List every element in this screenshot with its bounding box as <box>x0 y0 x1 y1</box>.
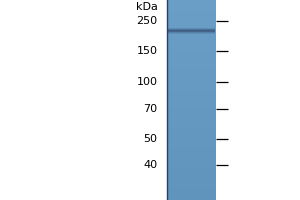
Bar <box>167 40 216 43</box>
Bar <box>167 182 216 185</box>
Bar <box>167 95 216 98</box>
Bar <box>167 125 216 128</box>
Bar <box>167 110 216 112</box>
Bar <box>167 17 216 20</box>
Bar <box>167 160 216 162</box>
Bar <box>167 132 216 135</box>
Bar <box>167 52 216 55</box>
Bar <box>167 20 216 22</box>
Bar <box>167 102 216 105</box>
Bar <box>167 187 216 190</box>
Bar <box>167 147 216 150</box>
Bar <box>167 22 216 25</box>
Bar <box>167 90 216 92</box>
Bar <box>167 70 216 73</box>
Bar <box>167 82 216 85</box>
Bar <box>167 60 216 62</box>
Text: 40: 40 <box>143 160 158 170</box>
Bar <box>167 57 216 60</box>
Bar <box>167 45 216 47</box>
Bar <box>167 62 216 65</box>
Bar <box>167 107 216 110</box>
Bar <box>167 155 216 158</box>
Bar <box>167 142 216 145</box>
Bar <box>167 167 216 170</box>
Text: 250: 250 <box>136 16 158 26</box>
Bar <box>167 180 216 182</box>
Text: 50: 50 <box>143 134 158 144</box>
Bar <box>167 137 216 140</box>
Bar <box>167 50 216 52</box>
Bar <box>167 5 216 7</box>
Bar <box>167 150 216 152</box>
Bar <box>167 27 216 30</box>
Bar <box>167 190 216 192</box>
Bar <box>167 0 216 2</box>
Bar <box>167 35 216 38</box>
Bar <box>167 100 216 102</box>
Text: kDa: kDa <box>136 2 158 12</box>
Bar <box>167 85 216 88</box>
Bar <box>167 140 216 142</box>
Bar <box>167 72 216 75</box>
Bar <box>167 122 216 125</box>
Bar <box>167 47 216 50</box>
Bar <box>167 152 216 155</box>
Bar <box>167 157 216 160</box>
Bar <box>167 75 216 77</box>
Text: 150: 150 <box>136 46 158 56</box>
Bar <box>167 92 216 95</box>
Bar <box>167 170 216 172</box>
Bar <box>167 165 216 168</box>
Bar <box>167 115 216 117</box>
Bar <box>167 185 216 188</box>
Bar <box>167 112 216 115</box>
Bar <box>167 87 216 90</box>
Bar <box>167 25 216 27</box>
Bar <box>167 37 216 40</box>
Bar <box>167 130 216 132</box>
Bar <box>167 32 216 35</box>
Bar <box>167 135 216 138</box>
Bar <box>167 192 216 195</box>
Text: 70: 70 <box>143 104 158 114</box>
Bar <box>167 15 216 18</box>
Bar <box>167 175 216 178</box>
Bar <box>167 177 216 180</box>
Bar <box>167 2 216 5</box>
Bar <box>167 195 216 198</box>
Bar <box>167 7 216 10</box>
Bar <box>167 77 216 80</box>
Bar <box>167 117 216 120</box>
Bar <box>167 120 216 122</box>
Bar <box>167 172 216 175</box>
Bar <box>167 30 216 32</box>
Text: 100: 100 <box>136 77 158 87</box>
Bar <box>167 10 216 12</box>
Bar <box>167 67 216 70</box>
Bar <box>167 12 216 15</box>
Bar <box>167 162 216 165</box>
Bar <box>167 65 216 68</box>
Bar <box>167 127 216 130</box>
Bar <box>167 105 216 108</box>
Bar <box>167 42 216 45</box>
Bar <box>167 55 216 58</box>
Bar <box>167 97 216 100</box>
Bar <box>167 197 216 200</box>
Bar <box>167 80 216 82</box>
Bar <box>167 145 216 148</box>
